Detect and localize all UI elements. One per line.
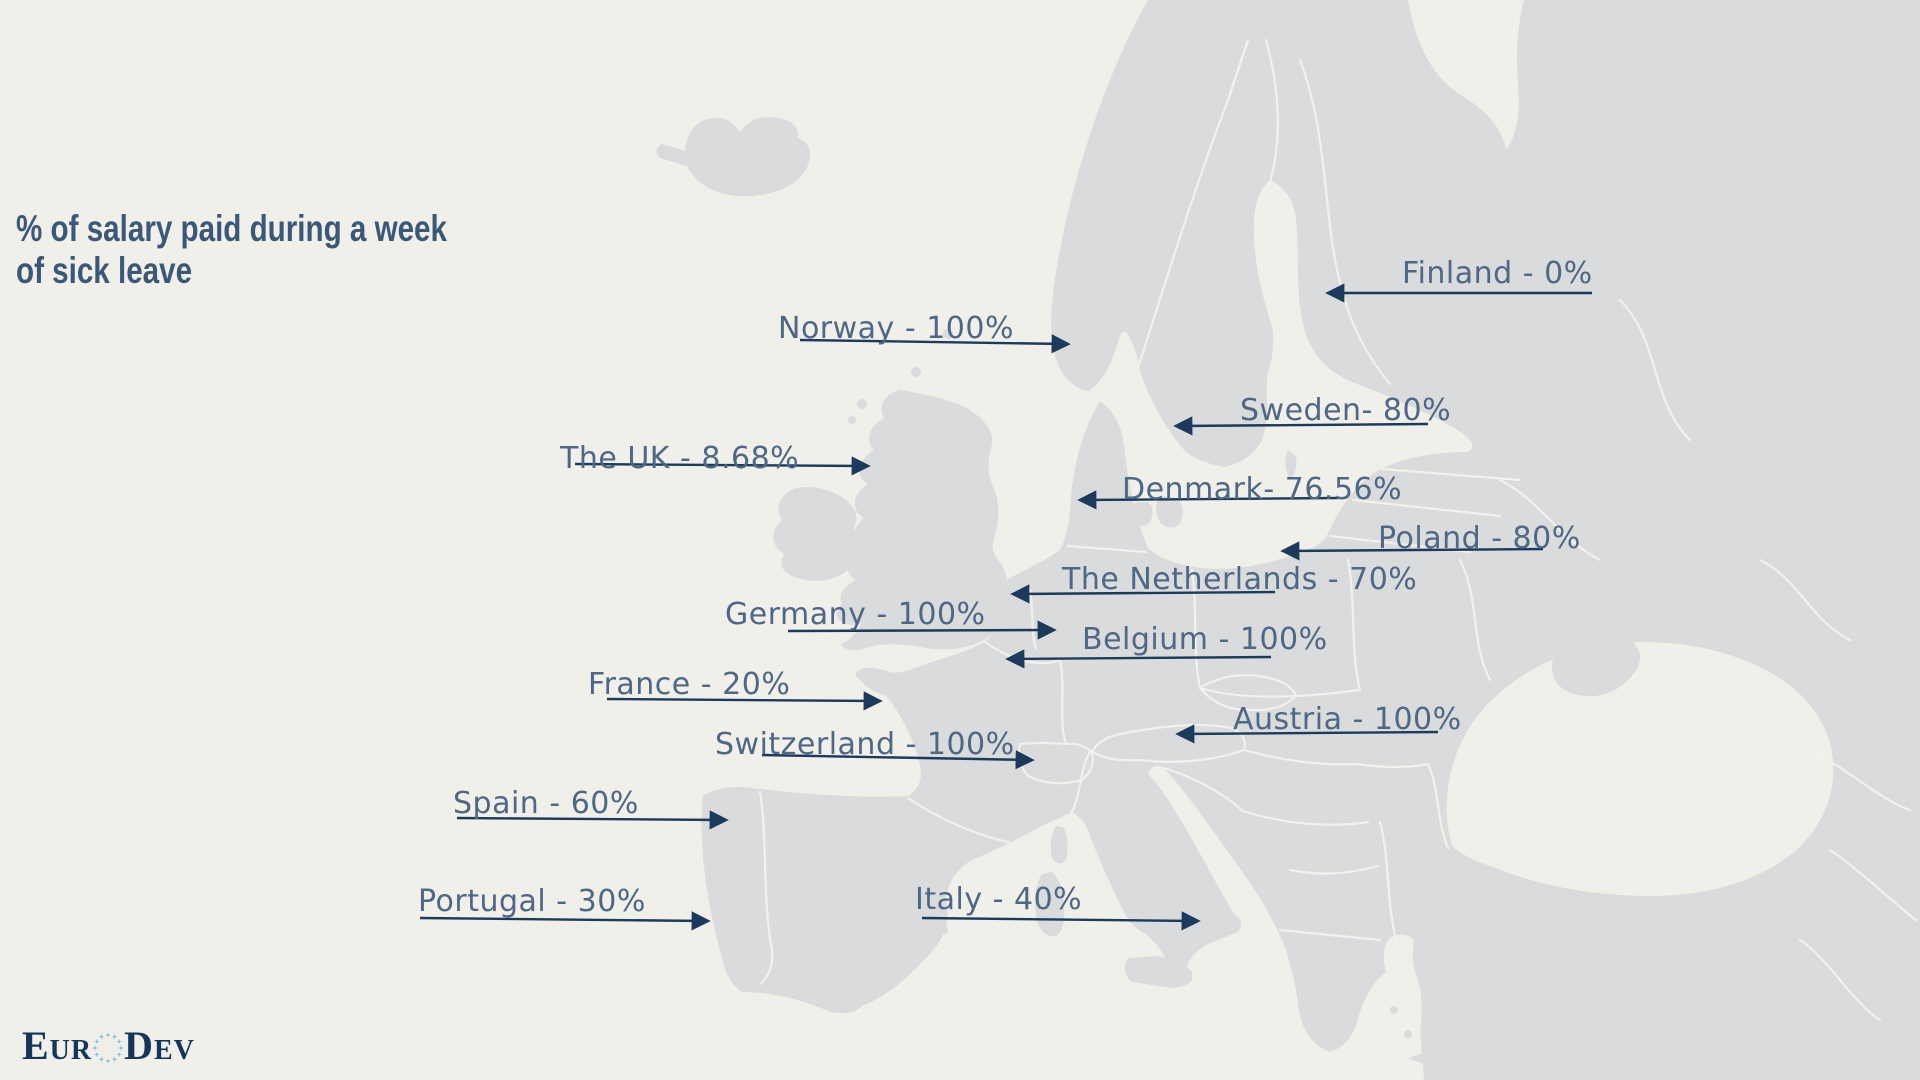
ireland — [773, 486, 859, 581]
label-uk: The UK - 8.68% — [560, 441, 800, 476]
page-title-line1: % of salary paid during a week — [16, 208, 447, 249]
label-portugal: Portugal - 30% — [418, 884, 646, 919]
iceland — [685, 117, 811, 197]
label-norway: Norway - 100% — [778, 311, 1014, 346]
hebrides-island — [848, 416, 856, 424]
label-netherlands: The Netherlands - 70% — [1062, 562, 1418, 597]
crimea-peninsula — [1551, 632, 1640, 697]
mainland-europe — [701, 0, 1920, 1080]
label-poland: Poland - 80% — [1378, 521, 1581, 556]
label-belgium: Belgium - 100% — [1082, 622, 1328, 657]
label-france: France - 20% — [588, 667, 791, 702]
arrow-belgium — [1005, 649, 1272, 669]
arrow-italy — [921, 911, 1201, 931]
balearic-islands — [940, 926, 948, 934]
label-finland: Finland - 0% — [1402, 256, 1593, 291]
black-sea — [1446, 642, 1834, 896]
country-borders — [758, 38, 1918, 1022]
sicily-island — [1124, 956, 1193, 988]
hebrides-island — [857, 399, 867, 409]
logo-text-dev: Dev — [124, 1023, 195, 1068]
iceland-westfjords — [656, 144, 690, 166]
label-italy: Italy - 40% — [915, 882, 1083, 917]
label-sweden: Sweden- 80% — [1240, 393, 1452, 428]
label-denmark: Denmark- 76.56% — [1122, 472, 1403, 507]
label-austria: Austria - 100% — [1233, 702, 1462, 737]
page-title: % of salary paid during a week of sick l… — [16, 208, 447, 292]
orkney-island — [911, 367, 921, 377]
label-germany: Germany - 100% — [725, 597, 986, 632]
label-switzerland: Switzerland - 100% — [715, 727, 1015, 762]
aegean-island — [1390, 1006, 1398, 1014]
white-sea — [1408, 0, 1524, 150]
label-spain: Spain - 60% — [453, 786, 639, 821]
page-title-line2: of sick leave — [16, 250, 193, 291]
crete-island — [1408, 1052, 1465, 1067]
corsica-island — [1050, 826, 1068, 864]
cyprus-island — [1762, 995, 1800, 1009]
eu-stars-icon — [92, 1031, 124, 1064]
logo-text-eur: Eur — [22, 1023, 93, 1068]
balearic-islands — [896, 933, 928, 941]
eurodev-logo: Eur Dev — [22, 1022, 195, 1069]
aegean-island — [1404, 1030, 1412, 1038]
